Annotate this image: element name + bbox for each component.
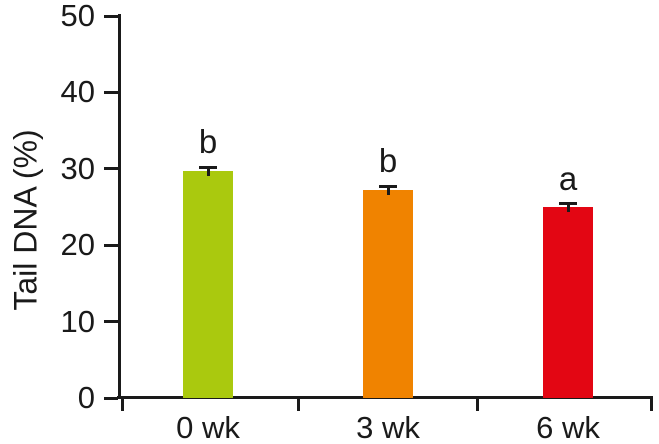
x-category-label: 0 wk [176, 410, 240, 444]
significance-letter: b [378, 142, 398, 180]
error-bar-line [206, 167, 210, 177]
y-tick-label: 10 [60, 303, 95, 339]
y-tick [104, 167, 118, 171]
error-bar-cap [379, 184, 397, 188]
error-bar-cap [559, 202, 577, 206]
error-bar-line [566, 203, 570, 212]
y-tick-label: 0 [77, 380, 95, 415]
y-tick-label: 30 [60, 150, 95, 186]
error-bar-cap [199, 165, 217, 169]
x-tick [120, 398, 124, 411]
x-category-label: 6 wk [536, 410, 600, 444]
bar-3-wk [363, 190, 413, 398]
significance-letter: b [198, 123, 218, 161]
y-axis-line [118, 14, 121, 398]
bar-0-wk [183, 171, 233, 398]
x-category-label: 3 wk [356, 410, 420, 444]
y-tick-label: 20 [60, 227, 95, 263]
y-tick [104, 14, 118, 18]
y-tick [104, 396, 118, 400]
error-bar-line [386, 186, 390, 196]
bar-6-wk [543, 207, 593, 398]
x-tick [475, 398, 479, 411]
y-tick-label: 50 [60, 0, 95, 33]
y-tick [104, 90, 118, 94]
y-tick [104, 243, 118, 247]
x-tick [296, 398, 300, 411]
y-tick-label: 40 [60, 74, 95, 110]
y-tick [104, 320, 118, 324]
x-tick [649, 398, 653, 411]
significance-letter: a [558, 159, 578, 197]
